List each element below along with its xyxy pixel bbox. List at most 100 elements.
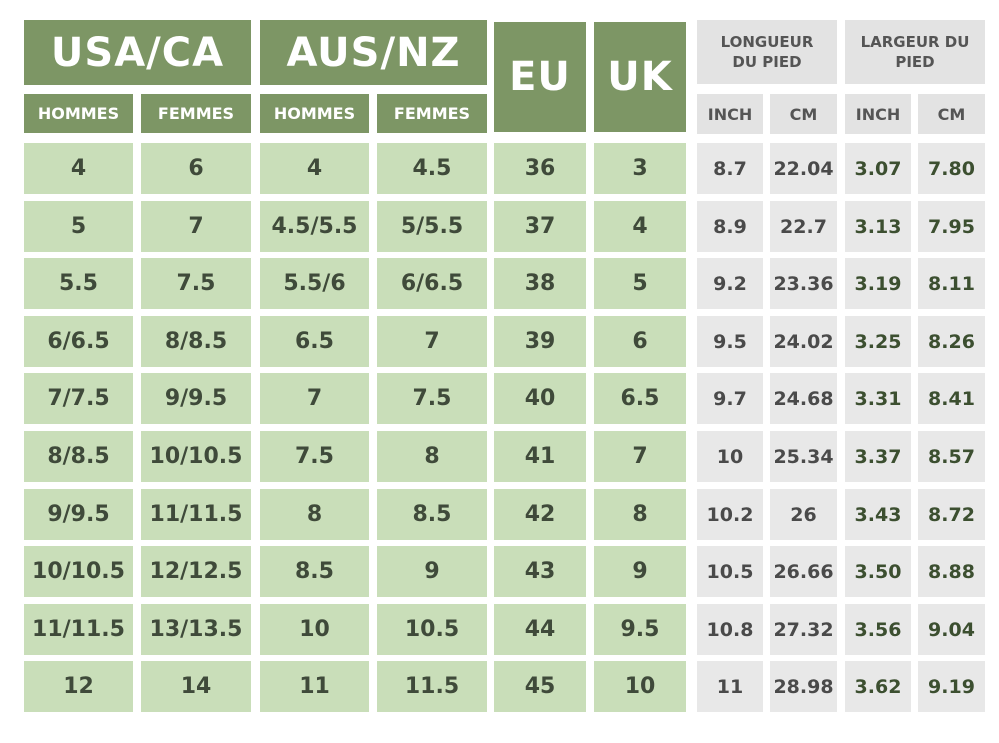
cell-eu: 45 bbox=[494, 661, 586, 712]
cell-uk: 6.5 bbox=[594, 373, 686, 424]
cell-width-inch: 3.43 bbox=[845, 489, 911, 540]
subheader-length-cm: CM bbox=[770, 94, 837, 134]
cell-usa-women: 14 bbox=[141, 661, 251, 712]
cell-eu: 36 bbox=[494, 143, 586, 194]
cell-length-cm: 22.04 bbox=[770, 143, 837, 194]
cell-usa-women: 10/10.5 bbox=[141, 431, 251, 482]
subheader-width-inch: INCH bbox=[845, 94, 911, 134]
cell-length-cm: 24.02 bbox=[770, 316, 837, 367]
cell-aus-men: 11 bbox=[260, 661, 369, 712]
cell-width-cm: 8.88 bbox=[918, 546, 985, 597]
cell-width-inch: 3.62 bbox=[845, 661, 911, 712]
cell-length-inch: 10.8 bbox=[697, 604, 763, 655]
subheader-aus-women: FEMMES bbox=[377, 94, 487, 133]
cell-usa-women: 11/11.5 bbox=[141, 489, 251, 540]
cell-width-inch: 3.50 bbox=[845, 546, 911, 597]
cell-length-cm: 24.68 bbox=[770, 373, 837, 424]
cell-uk: 9.5 bbox=[594, 604, 686, 655]
cell-aus-men: 10 bbox=[260, 604, 369, 655]
cell-uk: 6 bbox=[594, 316, 686, 367]
cell-uk: 5 bbox=[594, 258, 686, 309]
cell-eu: 43 bbox=[494, 546, 586, 597]
cell-eu: 40 bbox=[494, 373, 586, 424]
cell-width-cm: 7.80 bbox=[918, 143, 985, 194]
cell-aus-women: 8.5 bbox=[377, 489, 487, 540]
cell-length-cm: 26 bbox=[770, 489, 837, 540]
cell-aus-women: 5/5.5 bbox=[377, 201, 487, 252]
cell-usa-women: 7.5 bbox=[141, 258, 251, 309]
cell-aus-women: 11.5 bbox=[377, 661, 487, 712]
header-eu: EU bbox=[494, 22, 586, 132]
cell-width-inch: 3.31 bbox=[845, 373, 911, 424]
subheader-aus-men: HOMMES bbox=[260, 94, 369, 133]
cell-width-cm: 8.41 bbox=[918, 373, 985, 424]
cell-usa-women: 8/8.5 bbox=[141, 316, 251, 367]
cell-uk: 7 bbox=[594, 431, 686, 482]
cell-usa-men: 9/9.5 bbox=[24, 489, 133, 540]
cell-aus-men: 7 bbox=[260, 373, 369, 424]
cell-length-cm: 27.32 bbox=[770, 604, 837, 655]
cell-width-inch: 3.37 bbox=[845, 431, 911, 482]
cell-eu: 41 bbox=[494, 431, 586, 482]
cell-usa-women: 9/9.5 bbox=[141, 373, 251, 424]
cell-usa-men: 11/11.5 bbox=[24, 604, 133, 655]
cell-length-cm: 22.7 bbox=[770, 201, 837, 252]
header-usa-ca: USA/CA bbox=[24, 20, 251, 85]
cell-width-inch: 3.25 bbox=[845, 316, 911, 367]
cell-usa-women: 7 bbox=[141, 201, 251, 252]
cell-aus-women: 6/6.5 bbox=[377, 258, 487, 309]
cell-eu: 37 bbox=[494, 201, 586, 252]
cell-usa-women: 6 bbox=[141, 143, 251, 194]
cell-length-inch: 9.7 bbox=[697, 373, 763, 424]
header-uk: UK bbox=[594, 22, 686, 132]
cell-aus-men: 5.5/6 bbox=[260, 258, 369, 309]
cell-uk: 3 bbox=[594, 143, 686, 194]
subheader-usa-women: FEMMES bbox=[141, 94, 251, 133]
cell-length-inch: 10 bbox=[697, 431, 763, 482]
cell-aus-women: 9 bbox=[377, 546, 487, 597]
subheader-usa-men: HOMMES bbox=[24, 94, 133, 133]
cell-usa-men: 7/7.5 bbox=[24, 373, 133, 424]
cell-width-cm: 8.11 bbox=[918, 258, 985, 309]
cell-aus-men: 7.5 bbox=[260, 431, 369, 482]
cell-usa-men: 8/8.5 bbox=[24, 431, 133, 482]
cell-aus-men: 8.5 bbox=[260, 546, 369, 597]
cell-aus-men: 6.5 bbox=[260, 316, 369, 367]
cell-length-inch: 10.2 bbox=[697, 489, 763, 540]
subheader-length-inch: INCH bbox=[697, 94, 763, 134]
cell-length-cm: 23.36 bbox=[770, 258, 837, 309]
cell-length-cm: 26.66 bbox=[770, 546, 837, 597]
cell-width-cm: 8.57 bbox=[918, 431, 985, 482]
cell-usa-men: 5.5 bbox=[24, 258, 133, 309]
cell-width-cm: 9.19 bbox=[918, 661, 985, 712]
cell-usa-men: 10/10.5 bbox=[24, 546, 133, 597]
cell-usa-women: 13/13.5 bbox=[141, 604, 251, 655]
cell-length-inch: 11 bbox=[697, 661, 763, 712]
cell-eu: 42 bbox=[494, 489, 586, 540]
header-aus-nz: AUS/NZ bbox=[260, 20, 487, 85]
cell-uk: 10 bbox=[594, 661, 686, 712]
header-foot-length: LONGUEUR DU PIED bbox=[697, 20, 837, 84]
cell-uk: 4 bbox=[594, 201, 686, 252]
cell-aus-women: 7 bbox=[377, 316, 487, 367]
header-foot-width: LARGEUR DU PIED bbox=[845, 20, 985, 84]
cell-usa-men: 4 bbox=[24, 143, 133, 194]
cell-aus-men: 4.5/5.5 bbox=[260, 201, 369, 252]
cell-width-cm: 7.95 bbox=[918, 201, 985, 252]
cell-length-inch: 10.5 bbox=[697, 546, 763, 597]
cell-usa-men: 12 bbox=[24, 661, 133, 712]
cell-length-inch: 8.7 bbox=[697, 143, 763, 194]
cell-width-inch: 3.19 bbox=[845, 258, 911, 309]
cell-width-inch: 3.07 bbox=[845, 143, 911, 194]
cell-uk: 9 bbox=[594, 546, 686, 597]
cell-usa-men: 6/6.5 bbox=[24, 316, 133, 367]
cell-aus-men: 8 bbox=[260, 489, 369, 540]
subheader-width-cm: CM bbox=[918, 94, 985, 134]
cell-aus-women: 7.5 bbox=[377, 373, 487, 424]
cell-width-inch: 3.56 bbox=[845, 604, 911, 655]
cell-usa-men: 5 bbox=[24, 201, 133, 252]
cell-aus-men: 4 bbox=[260, 143, 369, 194]
cell-aus-women: 4.5 bbox=[377, 143, 487, 194]
cell-eu: 39 bbox=[494, 316, 586, 367]
cell-length-inch: 8.9 bbox=[697, 201, 763, 252]
